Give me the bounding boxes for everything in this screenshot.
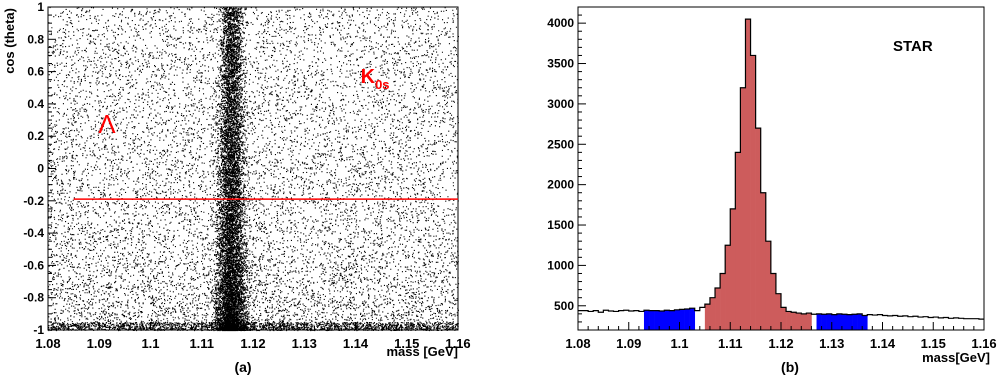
star-label: STAR — [893, 38, 933, 55]
panel-b-frame — [577, 6, 985, 331]
x-tick-label: 1.14 — [343, 336, 369, 351]
histogram-fills — [643, 19, 868, 331]
y-tick-label: -0.2 — [23, 194, 44, 208]
histogram-bin — [720, 273, 726, 330]
histogram-bin — [725, 245, 731, 330]
y-tick-label: 0.2 — [27, 129, 44, 143]
histogram-bin — [791, 312, 797, 330]
histogram-bin — [765, 241, 772, 330]
panel-b-histogram: 1.08 1.09 1.1 1.11 1.12 1.13 1.14 1.15 1.16 500 10… — [547, 6, 997, 375]
k0s-annotation: K0s — [361, 66, 390, 92]
x-tick-label: 1.08 — [565, 336, 590, 351]
y-tick-label: -0.8 — [23, 291, 44, 305]
x-tick-label: 1.09 — [616, 336, 641, 351]
histogram-bin — [846, 314, 853, 330]
histogram-bin — [750, 55, 756, 330]
panel-a-x-axis-label: mass [GeV] — [386, 344, 458, 359]
x-tick-label: 1.16 — [971, 336, 996, 351]
panel-b-x-axis-label: mass[GeV] — [922, 350, 990, 365]
histogram-bin — [836, 313, 843, 330]
y-tick-label: 3500 — [547, 57, 574, 71]
histogram-bin — [862, 315, 868, 330]
histogram-bin — [684, 309, 690, 330]
lambda-annotation: Λ — [98, 109, 116, 139]
y-tick-label: 0.4 — [27, 97, 44, 111]
x-tick-label: 1.09 — [87, 336, 112, 351]
y-tick-label: 2500 — [547, 137, 574, 151]
k0s-main: K — [361, 66, 376, 88]
histogram-bin — [760, 192, 767, 330]
panel-a-y-axis-label: cos (theta) — [2, 8, 17, 74]
y-tick-label: 1 — [37, 0, 44, 14]
y-tick-label: -0.6 — [23, 258, 44, 272]
histogram-bin — [796, 313, 802, 330]
y-tick-label: 4000 — [547, 16, 574, 30]
histogram-bin — [857, 313, 863, 330]
x-tick-label: 1.11 — [718, 336, 743, 351]
histogram-bin — [664, 310, 670, 330]
histogram-bin — [643, 310, 650, 330]
histogram-bin — [679, 309, 685, 330]
histogram-bin — [689, 308, 696, 330]
histogram-bin — [806, 313, 812, 330]
histogram-outline — [578, 18, 984, 320]
histogram-bin — [740, 87, 746, 330]
panel-b-ticks: 1.08 1.09 1.1 1.11 1.12 1.13 1.14 1.15 1.16 500 10… — [547, 14, 997, 351]
y-tick-label: 1000 — [547, 258, 574, 272]
y-tick-label: -1 — [33, 323, 44, 337]
histogram-bin — [770, 273, 777, 330]
histogram-bin — [781, 307, 787, 330]
histogram-bin — [831, 314, 838, 330]
histogram-bin — [821, 314, 827, 330]
x-tick-label: 1.15 — [921, 336, 946, 351]
x-tick-label: 1.14 — [870, 336, 896, 351]
histogram-bin — [775, 293, 782, 330]
histogram-bin — [841, 314, 848, 330]
histogram-bin — [709, 297, 716, 330]
x-tick-label: 1.1 — [141, 336, 159, 351]
x-tick-label: 1.12 — [768, 336, 793, 351]
y-tick-label: 0.6 — [27, 65, 44, 79]
panel-a-ticks: 1.08 1.09 1.1 1.11 1.12 1.13 1.14 1.15 1.16 -1 -0.… — [23, 0, 470, 351]
y-tick-label: 0.8 — [27, 32, 44, 46]
histogram-bin — [674, 309, 680, 330]
x-tick-label: 1.12 — [240, 336, 265, 351]
scatter-points — [48, 7, 460, 332]
panel-a-label: (a) — [234, 359, 251, 375]
k0s-subscript: 0s — [375, 77, 389, 92]
histogram-bin — [704, 304, 711, 330]
x-tick-label: 1.15 — [394, 336, 419, 351]
histogram-bin — [659, 311, 665, 330]
histogram-bin — [669, 310, 675, 330]
y-tick-label: 2000 — [547, 178, 574, 192]
histogram-bin — [852, 314, 858, 330]
histogram-bin — [745, 19, 751, 331]
panel-a-scatter: 1.08 1.09 1.1 1.11 1.12 1.13 1.14 1.15 1.16 -1 -0.… — [2, 0, 471, 375]
x-tick-label: 1.16 — [445, 336, 470, 351]
y-tick-label: 500 — [554, 299, 574, 313]
scatter-point-cloud — [48, 7, 460, 332]
histogram-bin — [801, 313, 807, 330]
y-tick-label: -0.4 — [23, 226, 44, 240]
x-tick-label: 1.11 — [189, 336, 214, 351]
y-tick-label: 3000 — [547, 97, 574, 111]
x-tick-label: 1.08 — [35, 336, 60, 351]
histogram-bin — [654, 310, 660, 330]
x-tick-label: 1.13 — [819, 336, 844, 351]
histogram-bin — [786, 311, 792, 330]
histogram-bin — [816, 313, 822, 330]
y-tick-label: 1500 — [547, 218, 574, 232]
histogram-bin — [649, 310, 655, 330]
panel-b-label: (b) — [781, 359, 799, 375]
histogram-bin — [735, 152, 741, 330]
x-tick-label: 1.1 — [670, 336, 688, 351]
histogram-bin — [755, 128, 761, 330]
histogram-bin — [826, 313, 833, 330]
y-tick-label: 0 — [37, 162, 44, 176]
histogram-bin — [715, 288, 721, 330]
x-tick-label: 1.13 — [292, 336, 317, 351]
histogram-bin — [730, 208, 736, 330]
